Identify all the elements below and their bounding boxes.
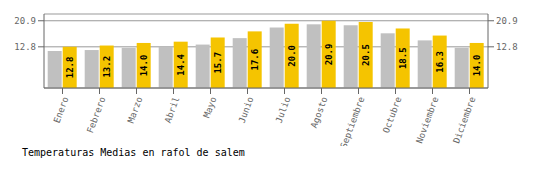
- svg-text:17.6: 17.6: [250, 49, 260, 71]
- svg-text:12.8: 12.8: [14, 42, 36, 52]
- svg-text:Octubre: Octubre: [381, 95, 403, 134]
- svg-text:12.8: 12.8: [65, 57, 75, 79]
- svg-text:Septiembre: Septiembre: [338, 95, 366, 146]
- svg-text:18.5: 18.5: [398, 47, 408, 69]
- svg-text:Julio: Julio: [274, 95, 293, 124]
- svg-text:20.0: 20.0: [287, 45, 297, 67]
- svg-text:Abril: Abril: [163, 95, 182, 124]
- svg-text:Diciembre: Diciembre: [451, 95, 477, 144]
- svg-text:14.0: 14.0: [472, 55, 482, 77]
- svg-text:Agosto: Agosto: [309, 95, 330, 129]
- svg-text:Junio: Junio: [237, 95, 256, 124]
- html-text:Temperaturas Medias en rafol d: Temperaturas Medias en rafol de salem: [22, 147, 245, 158]
- svg-text:Noviembre: Noviembre: [414, 95, 440, 144]
- svg-text:12.8: 12.8: [496, 42, 518, 52]
- svg-text:20.5: 20.5: [361, 44, 371, 66]
- svg-text:13.2: 13.2: [102, 56, 112, 78]
- svg-text:Febrero: Febrero: [85, 95, 107, 134]
- svg-text:20.9: 20.9: [496, 16, 518, 26]
- svg-text:Mayo: Mayo: [202, 95, 219, 119]
- svg-text:15.7: 15.7: [213, 52, 223, 74]
- svg-text:Enero: Enero: [52, 95, 71, 124]
- svg-text:20.9: 20.9: [14, 16, 36, 26]
- svg-text:Marzo: Marzo: [126, 95, 145, 124]
- svg-text:20.9: 20.9: [324, 44, 334, 66]
- svg-text:14.4: 14.4: [176, 53, 186, 75]
- svg-text:16.3: 16.3: [435, 51, 445, 73]
- svg-text:14.0: 14.0: [139, 55, 149, 77]
